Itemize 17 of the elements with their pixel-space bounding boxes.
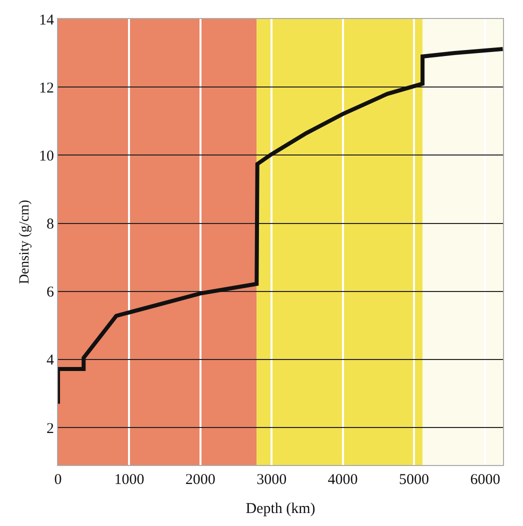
x-tick-label: 6000	[470, 472, 500, 488]
y-tick-label: 14	[39, 12, 54, 28]
line-series	[58, 46, 503, 406]
x-tick-label: 0	[54, 472, 62, 488]
y-tick-label: 6	[46, 284, 54, 301]
y-axis-title: Density (g/cm)	[18, 199, 33, 284]
y-tick-label: 10	[39, 148, 54, 164]
x-tick-label: 2000	[185, 472, 216, 488]
x-tick-label: 5000	[399, 472, 429, 488]
x-tick-label: 1000	[114, 472, 144, 488]
x-tick-label: 4000	[328, 472, 358, 488]
y-tick-label: 4	[46, 352, 54, 369]
x-axis-title: Depth (km)	[246, 501, 316, 517]
y-tick-label: 2	[46, 420, 54, 437]
y-tick-label: 12	[39, 80, 54, 96]
y-tick-label: 8	[46, 216, 54, 233]
x-tick-label: 3000	[256, 472, 287, 488]
